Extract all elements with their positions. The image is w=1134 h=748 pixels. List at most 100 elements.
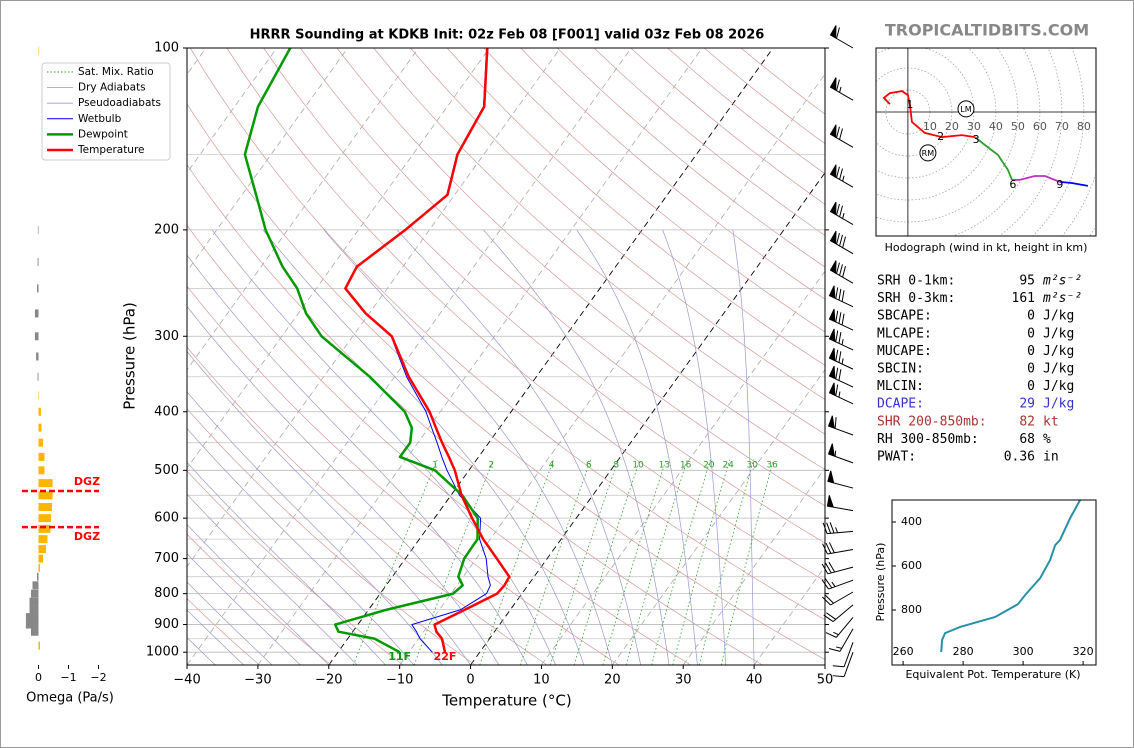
stat-unit: J/kg — [1043, 309, 1074, 324]
x-tick-label: −40 — [173, 673, 200, 688]
hodo-ring-label: 40 — [989, 120, 1003, 133]
overlay: 1 2 4 6 8 10 13 16 20 24 30 36−40 −30 −20 −10 0 10 20 30 40… — [22, 25, 1097, 688]
hodo-trace — [882, 90, 976, 139]
x-tick-label: −10 — [386, 673, 413, 688]
mixing-ratio-label: 1 — [432, 461, 438, 471]
storm-motion — [919, 144, 937, 162]
mixing-ratio-line — [479, 459, 554, 665]
hodo-ring-label: 80 — [1077, 120, 1091, 133]
mixing-ratio-label: 2 — [488, 461, 494, 471]
storm-motion-label: LM — [960, 105, 971, 114]
dry-adiabat — [187, 533, 332, 665]
wind-barb — [827, 470, 854, 489]
wind-barb — [832, 642, 854, 668]
pseudoadiabat — [576, 229, 698, 665]
isotherm — [187, 48, 490, 469]
hodo-trace — [1059, 181, 1089, 187]
dgz-label: DGZ — [74, 475, 100, 488]
stat-unit: m²s⁻² — [1042, 291, 1082, 306]
wind-barb — [828, 328, 854, 351]
dry-adiabat — [410, 48, 825, 400]
thetae-x-tick-label: 260 — [893, 645, 914, 658]
pseudoadiabat — [483, 229, 670, 665]
wind-barb — [821, 578, 854, 590]
mixing-ratio-label: 6 — [586, 461, 592, 471]
hodo-ring-label: 50 — [1011, 120, 1025, 133]
thetae-y-tick-label: 800 — [901, 603, 922, 616]
isotherm — [187, 48, 278, 174]
wind-barb — [829, 260, 854, 284]
wind-barb — [829, 201, 854, 226]
omega-bar — [37, 257, 39, 266]
y-tick-label: 600 — [154, 511, 179, 526]
hodograph-caption: Hodograph (wind in kt, height in km) — [885, 241, 1088, 254]
thetae-plot — [940, 500, 1081, 653]
pseudoadiabat — [187, 523, 330, 665]
mixing-ratio-label: 10 — [632, 461, 644, 471]
mixing-ratio-line — [602, 459, 667, 665]
isotherm — [187, 48, 632, 665]
mixing-ratio-label: 8 — [613, 461, 619, 471]
omega-bar — [38, 524, 51, 533]
stat-value: 68 — [1019, 432, 1035, 447]
pseudoadiabat — [187, 609, 244, 665]
storm-motion-label: RM — [922, 149, 935, 158]
omega-bar — [38, 641, 40, 650]
pseudoadiabat — [187, 427, 415, 665]
stat-label: SRH 0-1km: — [877, 274, 955, 289]
y-tick-label: 400 — [154, 404, 179, 419]
mixing-ratio-label: 24 — [722, 461, 734, 471]
stat-value: 0 — [1027, 379, 1035, 394]
legend-label: Sat. Mix. Ratio — [78, 66, 154, 78]
x-tick-label: 30 — [675, 673, 692, 688]
legend-label: Dry Adiabats — [78, 82, 146, 94]
stat-label: SBCIN: — [877, 362, 924, 377]
mixing-ratio-label: 4 — [549, 461, 555, 471]
stat-value: 161 — [1012, 291, 1035, 306]
legend-label: Wetbulb — [78, 113, 122, 125]
stat-value: 82 — [1019, 414, 1035, 429]
profile-temperature — [344, 48, 511, 653]
hodo-ring-label: 70 — [1055, 120, 1069, 133]
stat-unit: in — [1043, 450, 1059, 465]
stat-label: SHR 200-850mb: — [877, 414, 987, 429]
dry-adiabat — [263, 48, 825, 544]
storm-motion — [957, 100, 975, 118]
thetae-frame — [891, 499, 1097, 666]
pseudoadiabat — [323, 229, 613, 665]
thetae-y-tick-label: 600 — [901, 559, 922, 572]
y-tick-label: 100 — [154, 41, 179, 56]
wind-barb — [826, 495, 854, 512]
y-tick-label: 800 — [154, 586, 179, 601]
x-tick-label: 40 — [746, 673, 763, 688]
hodo-height-label: 3 — [973, 133, 980, 146]
x-tick-label: −20 — [315, 673, 342, 688]
skewt-plot — [187, 48, 825, 665]
hodo-trace — [1012, 175, 1061, 183]
omega-bar — [38, 466, 45, 475]
thetae-x-tick-label: 320 — [1073, 645, 1094, 658]
wind-barb — [827, 415, 854, 436]
wind-barb — [828, 347, 854, 370]
isotherm — [187, 48, 419, 371]
pseudoadiabat — [662, 229, 727, 665]
omega-bar — [37, 225, 39, 234]
stat-unit: J/kg — [1043, 397, 1074, 412]
pseudoadiabat — [187, 461, 386, 665]
dry-adiabat — [483, 48, 825, 333]
hodograph-plot: 10 20 30 40 50 60 70 80 1 2 3 6 9 LM RM — [876, 48, 1096, 236]
y-tick-label: 500 — [154, 463, 179, 478]
wind-barb — [822, 542, 854, 555]
mixing-ratio-label: 36 — [766, 461, 778, 471]
dry-adiabat — [187, 408, 476, 665]
profile-dewpoint — [243, 48, 479, 654]
mixing-ratio-label: 30 — [747, 461, 759, 471]
omega-bar — [29, 597, 39, 606]
hodo-height-label: 1 — [906, 98, 913, 111]
legend-label: Dewpoint — [78, 128, 128, 140]
wind-barb — [825, 617, 854, 638]
surface-label: 22F — [434, 650, 457, 663]
stat-value: 0.36 — [1004, 450, 1035, 465]
stat-label: RH 300-850mb: — [877, 432, 979, 447]
